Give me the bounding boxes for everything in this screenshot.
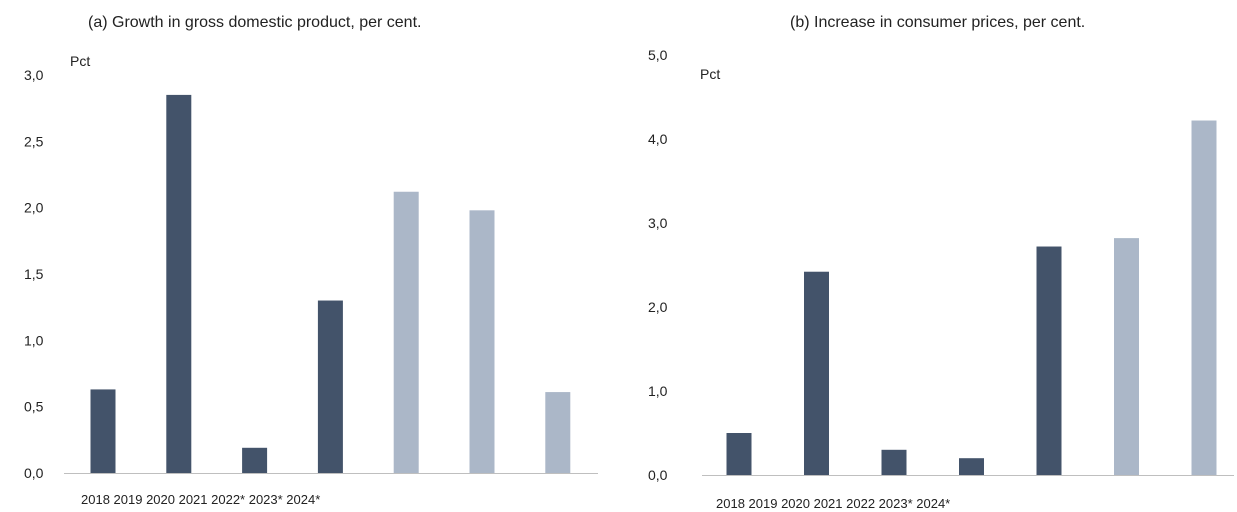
y-tick-label: 5,0 [648,47,668,63]
bar [1036,246,1062,475]
chart-plot-cpi: 0,0 1,0 2,0 3,0 4,0 5,0 [648,47,1234,483]
y-tick-label: 1,5 [24,266,44,282]
category-labels: 2018 2019 2020 2021 2022 2023* 2024* [716,496,951,511]
chart-panel-cpi: (b) Increase in consumer prices, per cen… [618,0,1237,512]
bar [469,210,495,473]
bar [804,271,829,475]
y-tick-label: 0,0 [24,465,44,481]
y-tick-label: 0,0 [648,467,668,483]
bar [166,94,192,474]
y-tick-label: 1,0 [648,383,668,399]
bar [881,449,907,475]
bar [1191,120,1217,476]
y-tick-label: 1,0 [24,332,44,348]
y-axis-unit-label: Pct [70,53,91,69]
bar [545,392,571,473]
bar [242,447,268,473]
y-tick-label: 2,0 [24,200,44,216]
chart-title: (b) Increase in consumer prices, per cen… [790,14,1086,31]
bar [90,389,116,473]
y-tick-label: 2,5 [24,133,44,149]
y-tick-label: 0,5 [24,399,44,415]
y-tick-label: 3,0 [648,215,668,231]
bar [1114,238,1139,475]
bar [393,191,419,473]
y-tick-label: 3,0 [24,67,44,83]
bar [959,458,984,475]
y-axis-unit-label: Pct [700,66,721,82]
y-tick-label: 4,0 [648,131,668,147]
chart-panel-gdp: (a) Growth in gross domestic product, pe… [0,0,618,512]
category-labels: 2018 2019 2020 2021 2022* 2023* 2024* [81,492,321,507]
bar [726,433,752,475]
y-tick-label: 2,0 [648,299,668,315]
chart-title: (a) Growth in gross domestic product, pe… [88,14,422,31]
chart-plot-gdp: 0,0 0,5 1,0 1,5 2,0 2,5 3,0 [24,67,598,481]
bar [317,300,343,473]
